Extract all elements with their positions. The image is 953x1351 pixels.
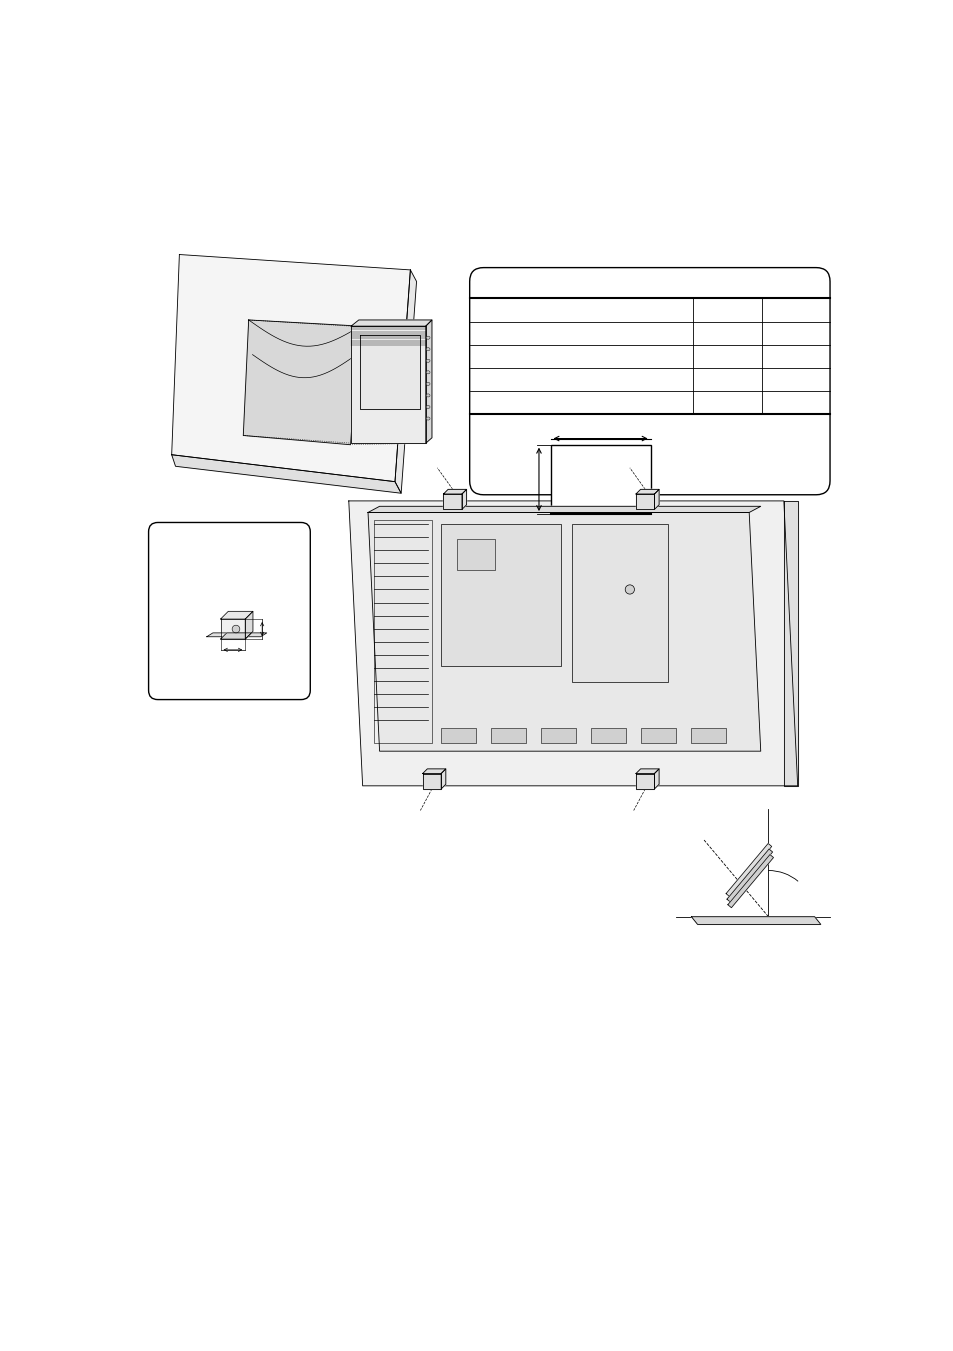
Polygon shape <box>360 335 419 408</box>
Bar <box>591 728 625 743</box>
Polygon shape <box>783 501 797 786</box>
FancyBboxPatch shape <box>469 267 829 494</box>
Polygon shape <box>172 455 400 493</box>
Bar <box>374 520 432 743</box>
Polygon shape <box>636 489 659 494</box>
Polygon shape <box>636 494 654 509</box>
Bar <box>440 728 476 743</box>
Polygon shape <box>440 769 445 789</box>
Ellipse shape <box>426 336 430 339</box>
Ellipse shape <box>426 394 430 397</box>
Polygon shape <box>220 632 252 639</box>
Ellipse shape <box>426 382 430 385</box>
Ellipse shape <box>426 370 430 374</box>
Polygon shape <box>351 326 425 443</box>
Polygon shape <box>422 774 440 789</box>
Polygon shape <box>636 769 659 774</box>
Polygon shape <box>725 843 771 897</box>
Circle shape <box>232 626 239 632</box>
Polygon shape <box>172 254 410 482</box>
Polygon shape <box>220 619 245 639</box>
Polygon shape <box>245 612 253 639</box>
Polygon shape <box>207 632 267 636</box>
Polygon shape <box>654 769 659 789</box>
Circle shape <box>624 585 634 594</box>
Polygon shape <box>691 917 820 924</box>
Polygon shape <box>243 320 360 444</box>
Polygon shape <box>727 855 773 908</box>
Polygon shape <box>368 512 760 751</box>
Polygon shape <box>425 320 432 443</box>
Ellipse shape <box>426 405 430 408</box>
Polygon shape <box>726 848 772 902</box>
Polygon shape <box>395 270 416 493</box>
Polygon shape <box>220 612 253 619</box>
Bar <box>456 539 495 570</box>
Polygon shape <box>351 320 432 326</box>
Polygon shape <box>461 489 466 509</box>
Polygon shape <box>349 501 797 786</box>
Bar <box>572 524 668 682</box>
Bar <box>491 728 525 743</box>
Bar <box>691 728 725 743</box>
Bar <box>640 728 676 743</box>
Ellipse shape <box>426 417 430 420</box>
Ellipse shape <box>426 359 430 362</box>
Polygon shape <box>368 507 760 512</box>
Polygon shape <box>636 774 654 789</box>
Bar <box>440 524 560 666</box>
Ellipse shape <box>426 347 430 351</box>
Polygon shape <box>443 494 461 509</box>
Bar <box>550 444 650 513</box>
Polygon shape <box>654 489 659 509</box>
Polygon shape <box>443 489 466 494</box>
FancyBboxPatch shape <box>149 523 310 700</box>
Polygon shape <box>422 769 445 774</box>
Bar <box>540 728 576 743</box>
